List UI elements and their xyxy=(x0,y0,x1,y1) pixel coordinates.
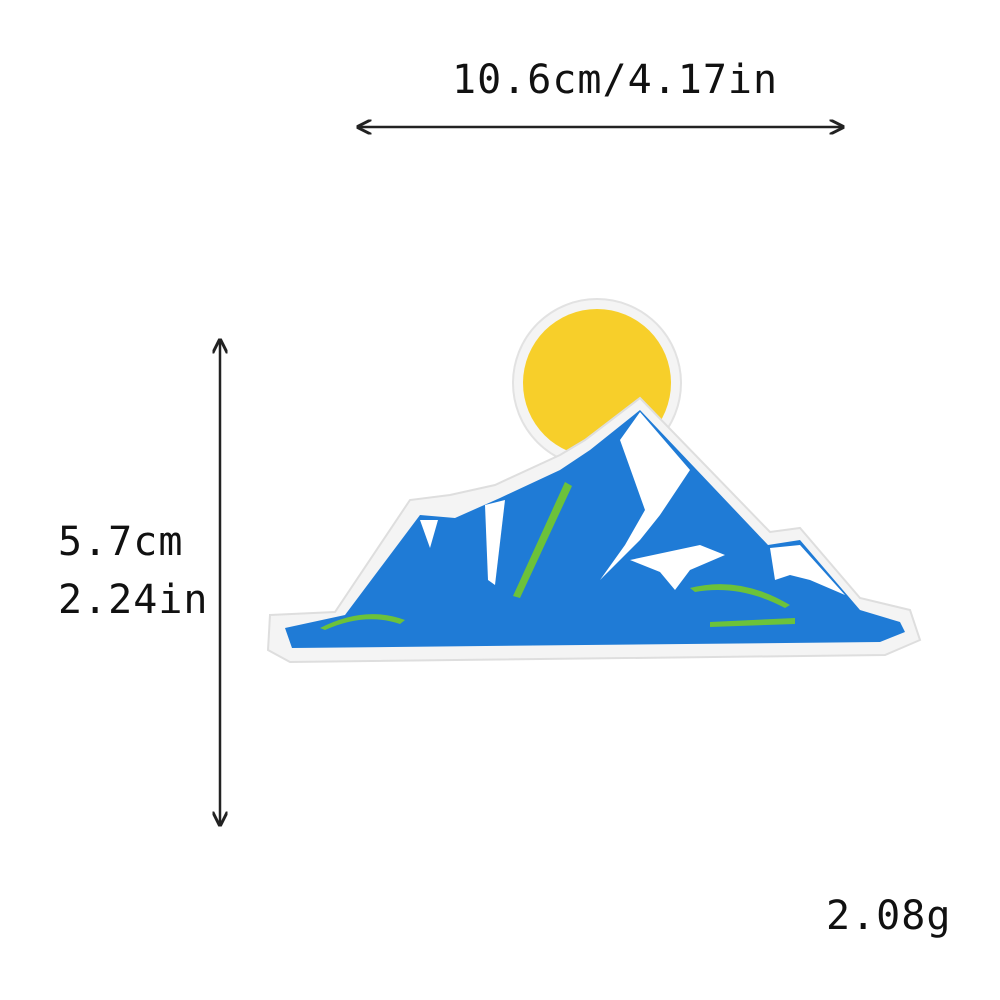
snow-main-2 xyxy=(630,545,725,590)
weight-label: 2.08g xyxy=(826,893,952,939)
grass-left xyxy=(320,614,405,630)
snow-main-1 xyxy=(600,412,690,580)
width-label: 10.6cm/4.17in xyxy=(452,57,779,103)
grass-stripe xyxy=(513,482,572,598)
snow-left xyxy=(420,520,438,548)
grass-right xyxy=(690,584,790,608)
snow-mid xyxy=(485,500,505,585)
grass-base xyxy=(710,618,795,627)
snow-right xyxy=(770,545,845,595)
height-in-label: 2.24in xyxy=(58,577,209,623)
height-cm-label: 5.7cm xyxy=(58,519,184,565)
